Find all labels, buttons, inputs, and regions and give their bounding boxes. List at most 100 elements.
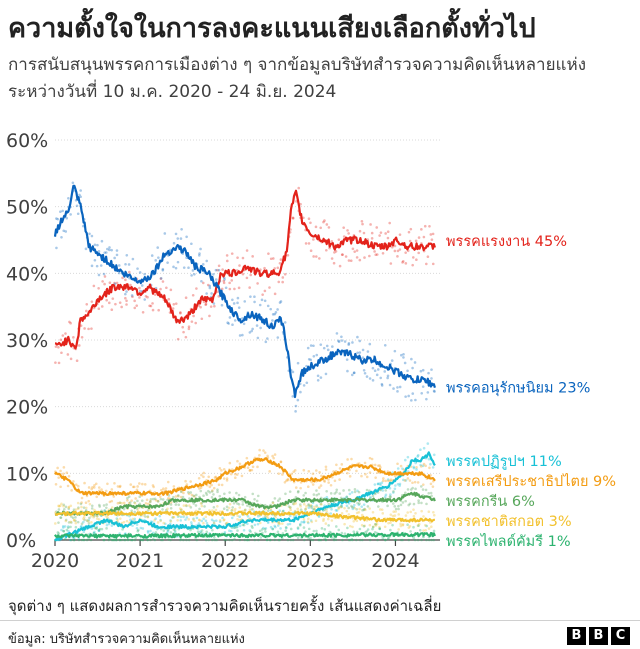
poll-point: [425, 502, 428, 506]
poll-point: [326, 517, 330, 521]
poll-point: [364, 472, 367, 476]
poll-point: [288, 514, 292, 518]
poll-point: [139, 538, 142, 542]
poll-point: [205, 493, 209, 496]
poll-point: [392, 491, 395, 494]
poll-point: [185, 235, 188, 239]
poll-point: [284, 529, 287, 532]
poll-point: [164, 487, 168, 490]
poll-point: [320, 503, 323, 506]
poll-point: [351, 341, 354, 344]
poll-point: [256, 336, 260, 340]
poll-point: [350, 537, 354, 541]
poll-point: [364, 531, 367, 534]
poll-point: [309, 536, 312, 540]
poll-point: [179, 495, 183, 499]
poll-point: [278, 301, 282, 304]
poll-point: [204, 519, 208, 523]
poll-point: [341, 538, 344, 542]
poll-point: [298, 523, 302, 527]
poll-point: [285, 479, 288, 482]
poll-point: [191, 293, 195, 297]
poll-point: [407, 503, 411, 507]
poll-point: [381, 537, 385, 540]
poll-point: [396, 255, 399, 258]
poll-point: [322, 346, 326, 350]
poll-point: [432, 529, 436, 533]
poll-point: [169, 506, 173, 510]
poll-point: [324, 538, 328, 542]
poll-point: [100, 488, 103, 491]
poll-point: [261, 293, 264, 296]
poll-point: [146, 295, 149, 299]
poll-point: [161, 538, 164, 542]
poll-point: [103, 509, 106, 512]
series-label: พรรคอนุรักษนิยม 23%: [446, 381, 590, 397]
poll-point: [225, 477, 229, 480]
poll-point: [237, 502, 241, 506]
poll-point: [261, 526, 265, 530]
poll-point: [312, 344, 315, 348]
poll-point: [193, 495, 196, 498]
poll-point: [267, 252, 270, 255]
poll-point: [391, 514, 395, 518]
poll-point: [346, 458, 349, 461]
poll-point: [409, 510, 412, 514]
poll-point: [194, 321, 198, 325]
poll-point: [343, 522, 346, 526]
poll-point: [417, 499, 420, 502]
poll-point: [85, 302, 89, 306]
poll-point: [77, 538, 81, 542]
poll-point: [371, 510, 375, 514]
poll-point: [353, 506, 357, 510]
series-line: [54, 531, 436, 539]
poll-point: [263, 289, 267, 293]
poll-point: [210, 496, 214, 499]
poll-point: [154, 498, 158, 502]
poll-point: [120, 501, 124, 505]
poll-point: [216, 490, 219, 494]
poll-point: [190, 320, 194, 323]
poll-point: [271, 319, 274, 322]
poll-point: [251, 465, 255, 469]
poll-point: [166, 531, 169, 534]
poll-point: [389, 528, 392, 532]
poll-point: [399, 464, 403, 468]
poll-point: [269, 307, 272, 311]
poll-point: [394, 507, 398, 511]
poll-point: [79, 189, 82, 192]
poll-point: [257, 514, 260, 518]
poll-point: [122, 507, 126, 511]
poll-point: [59, 338, 63, 342]
poll-point: [74, 508, 78, 511]
poll-point: [141, 311, 145, 314]
poll-point: [64, 537, 67, 541]
poll-point: [246, 504, 249, 507]
poll-point: [66, 525, 70, 528]
poll-point: [259, 326, 262, 330]
poll-point: [218, 494, 222, 498]
poll-point: [396, 386, 399, 389]
poll-point: [97, 518, 101, 521]
poll-point: [251, 255, 254, 258]
poll-point: [85, 519, 89, 522]
poll-point: [345, 509, 349, 513]
poll-point: [266, 337, 269, 340]
poll-point: [325, 248, 328, 252]
poll-point: [251, 492, 255, 496]
poll-point: [106, 482, 109, 486]
poll-point: [290, 472, 293, 476]
poll-point: [74, 483, 78, 486]
poll-point: [103, 538, 106, 542]
poll-point: [96, 243, 99, 247]
poll-point: [236, 514, 239, 518]
poll-point: [408, 239, 412, 243]
poll-point: [269, 257, 273, 261]
poll-point: [294, 404, 298, 408]
poll-point: [349, 259, 353, 263]
poll-point: [334, 509, 338, 512]
poll-point: [327, 502, 331, 506]
poll-point: [325, 495, 329, 499]
poll-point: [373, 483, 377, 486]
poll-point: [389, 513, 393, 516]
